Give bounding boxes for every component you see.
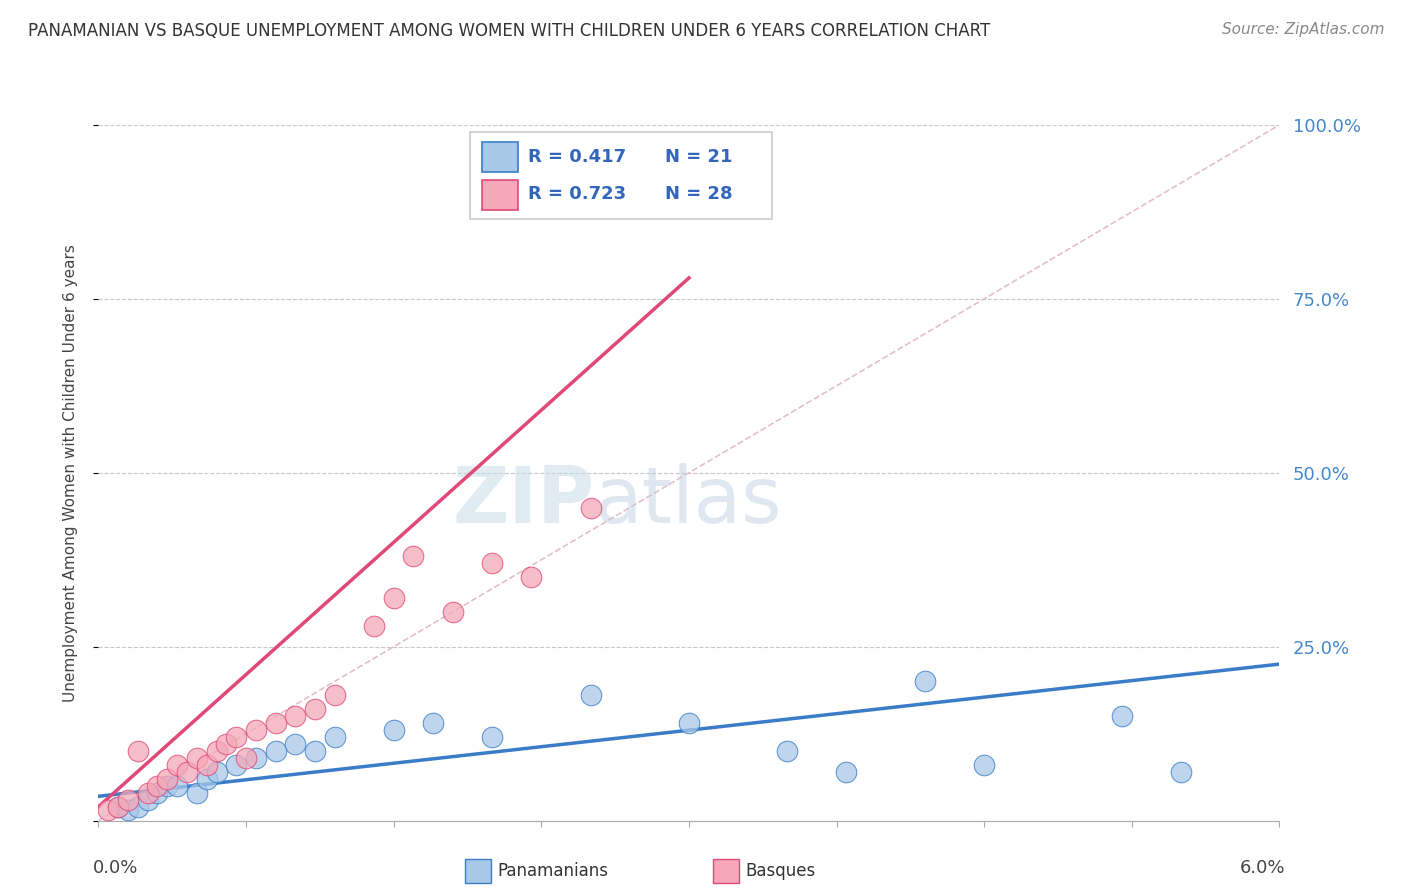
Text: R = 0.417: R = 0.417 <box>529 148 627 166</box>
Point <box>156 772 179 786</box>
FancyBboxPatch shape <box>482 142 517 172</box>
Point <box>195 772 218 786</box>
Point <box>97 803 120 817</box>
Point <box>107 799 129 814</box>
Point <box>235 751 257 765</box>
Point <box>245 723 267 738</box>
Point <box>156 779 179 793</box>
Point <box>146 786 169 800</box>
Point <box>284 737 307 751</box>
Text: atlas: atlas <box>595 463 782 539</box>
Point <box>363 619 385 633</box>
Text: N = 21: N = 21 <box>665 148 733 166</box>
Point <box>914 674 936 689</box>
Point <box>481 730 503 744</box>
Point <box>776 744 799 758</box>
Text: Panamanians: Panamanians <box>498 862 609 880</box>
Text: N = 28: N = 28 <box>665 186 733 203</box>
Point <box>225 758 247 772</box>
Point <box>678 716 700 731</box>
Point <box>422 716 444 731</box>
Point <box>136 793 159 807</box>
FancyBboxPatch shape <box>482 180 517 210</box>
Point <box>264 744 287 758</box>
Text: R = 0.723: R = 0.723 <box>529 186 627 203</box>
Point <box>579 689 602 703</box>
FancyBboxPatch shape <box>464 859 491 883</box>
Point <box>520 570 543 584</box>
FancyBboxPatch shape <box>713 859 738 883</box>
Point <box>323 689 346 703</box>
Point <box>323 730 346 744</box>
Point <box>1111 709 1133 723</box>
Point <box>146 779 169 793</box>
Point <box>127 799 149 814</box>
Text: 6.0%: 6.0% <box>1240 859 1285 877</box>
Text: 0.0%: 0.0% <box>93 859 138 877</box>
Point <box>166 758 188 772</box>
Point <box>205 744 228 758</box>
Text: Source: ZipAtlas.com: Source: ZipAtlas.com <box>1222 22 1385 37</box>
Point <box>166 779 188 793</box>
Point <box>245 751 267 765</box>
Point <box>136 786 159 800</box>
Point <box>127 744 149 758</box>
Point <box>264 716 287 731</box>
Point <box>441 605 464 619</box>
Point <box>481 556 503 570</box>
Point <box>304 744 326 758</box>
Point <box>176 764 198 779</box>
Point <box>1170 764 1192 779</box>
Point <box>117 793 139 807</box>
FancyBboxPatch shape <box>471 132 772 219</box>
Text: PANAMANIAN VS BASQUE UNEMPLOYMENT AMONG WOMEN WITH CHILDREN UNDER 6 YEARS CORREL: PANAMANIAN VS BASQUE UNEMPLOYMENT AMONG … <box>28 22 990 40</box>
Point <box>195 758 218 772</box>
Y-axis label: Unemployment Among Women with Children Under 6 years: Unemployment Among Women with Children U… <box>63 244 77 702</box>
Point <box>678 138 700 153</box>
Point <box>205 764 228 779</box>
Point <box>186 751 208 765</box>
Point <box>973 758 995 772</box>
Point <box>579 500 602 515</box>
Point <box>382 723 405 738</box>
Text: ZIP: ZIP <box>453 463 595 539</box>
Point <box>382 591 405 605</box>
Point <box>186 786 208 800</box>
Point <box>835 764 858 779</box>
Point <box>284 709 307 723</box>
Point <box>117 803 139 817</box>
Point <box>225 730 247 744</box>
Point <box>402 549 425 564</box>
Point <box>215 737 238 751</box>
Point <box>304 702 326 716</box>
Text: Basques: Basques <box>745 862 815 880</box>
Point <box>107 799 129 814</box>
